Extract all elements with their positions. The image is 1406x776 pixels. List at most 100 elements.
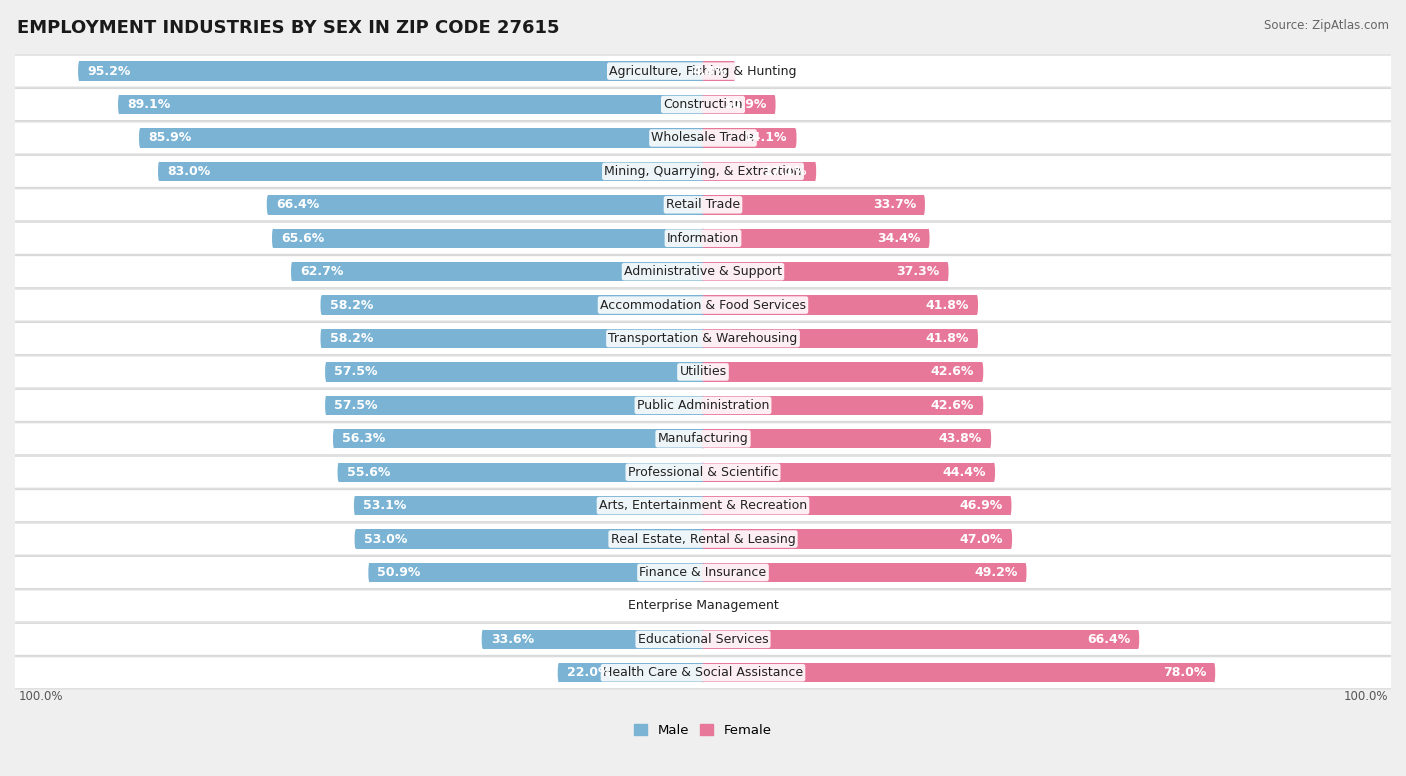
Ellipse shape <box>702 195 704 214</box>
Ellipse shape <box>291 262 294 282</box>
Ellipse shape <box>702 529 704 549</box>
Bar <box>703 429 990 449</box>
Ellipse shape <box>702 296 704 315</box>
Text: 55.6%: 55.6% <box>346 466 389 479</box>
Text: 57.5%: 57.5% <box>335 399 378 412</box>
Bar <box>159 161 703 181</box>
Ellipse shape <box>702 629 704 649</box>
Ellipse shape <box>702 429 704 449</box>
FancyBboxPatch shape <box>1 390 1405 421</box>
Text: Transportation & Warehousing: Transportation & Warehousing <box>609 332 797 345</box>
Ellipse shape <box>702 496 704 515</box>
Text: Educational Services: Educational Services <box>638 633 768 646</box>
Text: 85.9%: 85.9% <box>148 131 191 144</box>
Text: 53.1%: 53.1% <box>363 499 406 512</box>
Text: 100.0%: 100.0% <box>1343 691 1388 703</box>
Ellipse shape <box>1010 529 1012 549</box>
Ellipse shape <box>118 95 121 114</box>
Bar <box>703 329 977 348</box>
Text: Public Administration: Public Administration <box>637 399 769 412</box>
Bar <box>120 95 703 114</box>
FancyBboxPatch shape <box>1 289 1405 321</box>
Text: Manufacturing: Manufacturing <box>658 432 748 445</box>
Ellipse shape <box>946 262 949 282</box>
Ellipse shape <box>79 61 80 81</box>
Text: 4.8%: 4.8% <box>692 64 727 78</box>
Text: Finance & Insurance: Finance & Insurance <box>640 566 766 579</box>
Text: Real Estate, Rental & Leasing: Real Estate, Rental & Leasing <box>610 532 796 546</box>
Ellipse shape <box>1137 629 1139 649</box>
Ellipse shape <box>702 128 704 147</box>
Ellipse shape <box>702 563 704 582</box>
Text: 66.4%: 66.4% <box>1087 633 1130 646</box>
FancyBboxPatch shape <box>1 122 1405 154</box>
Ellipse shape <box>702 262 704 282</box>
Ellipse shape <box>321 296 323 315</box>
Text: 43.8%: 43.8% <box>939 432 983 445</box>
Ellipse shape <box>702 262 704 282</box>
Text: Utilities: Utilities <box>679 365 727 379</box>
Ellipse shape <box>734 61 735 81</box>
Ellipse shape <box>794 128 797 147</box>
Ellipse shape <box>139 128 141 147</box>
Bar <box>335 429 703 449</box>
FancyBboxPatch shape <box>1 556 1405 588</box>
Text: Enterprise Management: Enterprise Management <box>627 599 779 612</box>
Text: 89.1%: 89.1% <box>127 98 170 111</box>
Ellipse shape <box>922 195 925 214</box>
Text: 58.2%: 58.2% <box>329 332 373 345</box>
Bar <box>79 61 703 81</box>
FancyBboxPatch shape <box>1 490 1405 521</box>
Ellipse shape <box>271 229 274 248</box>
FancyBboxPatch shape <box>1 456 1405 488</box>
Text: 42.6%: 42.6% <box>931 365 974 379</box>
Bar <box>703 229 928 248</box>
Text: 33.7%: 33.7% <box>873 199 915 211</box>
Ellipse shape <box>702 229 704 248</box>
Text: Retail Trade: Retail Trade <box>666 199 740 211</box>
Bar <box>273 229 703 248</box>
Ellipse shape <box>981 396 983 415</box>
Bar <box>269 195 703 214</box>
Text: Mining, Quarrying, & Extraction: Mining, Quarrying, & Extraction <box>605 165 801 178</box>
Bar <box>703 262 948 282</box>
Bar <box>356 496 703 515</box>
Text: 46.9%: 46.9% <box>959 499 1002 512</box>
Ellipse shape <box>702 462 704 482</box>
Text: 65.6%: 65.6% <box>281 232 325 244</box>
FancyBboxPatch shape <box>1 88 1405 120</box>
Ellipse shape <box>773 95 776 114</box>
FancyBboxPatch shape <box>1 590 1405 622</box>
Ellipse shape <box>702 161 704 181</box>
Text: 37.3%: 37.3% <box>896 265 939 278</box>
Ellipse shape <box>702 396 704 415</box>
Text: 53.0%: 53.0% <box>364 532 406 546</box>
Text: Administrative & Support: Administrative & Support <box>624 265 782 278</box>
Text: Arts, Entertainment & Recreation: Arts, Entertainment & Recreation <box>599 499 807 512</box>
Ellipse shape <box>702 128 704 147</box>
Ellipse shape <box>981 362 983 382</box>
Ellipse shape <box>702 529 704 549</box>
Ellipse shape <box>333 429 335 449</box>
Ellipse shape <box>702 663 704 682</box>
Text: 22.0%: 22.0% <box>567 667 610 679</box>
FancyBboxPatch shape <box>1 656 1405 689</box>
Text: 42.6%: 42.6% <box>931 399 974 412</box>
Ellipse shape <box>321 329 323 348</box>
Bar <box>703 128 796 147</box>
Text: 41.8%: 41.8% <box>925 332 969 345</box>
Ellipse shape <box>325 362 328 382</box>
Ellipse shape <box>1010 496 1011 515</box>
FancyBboxPatch shape <box>1 222 1405 255</box>
Ellipse shape <box>702 362 704 382</box>
Bar <box>703 362 983 382</box>
Bar <box>703 663 1215 682</box>
Text: Health Care & Social Assistance: Health Care & Social Assistance <box>603 667 803 679</box>
Ellipse shape <box>702 462 704 482</box>
FancyBboxPatch shape <box>1 55 1405 87</box>
Bar <box>326 362 703 382</box>
Bar <box>482 629 703 649</box>
Ellipse shape <box>702 362 704 382</box>
Ellipse shape <box>702 329 704 348</box>
Bar <box>703 462 994 482</box>
